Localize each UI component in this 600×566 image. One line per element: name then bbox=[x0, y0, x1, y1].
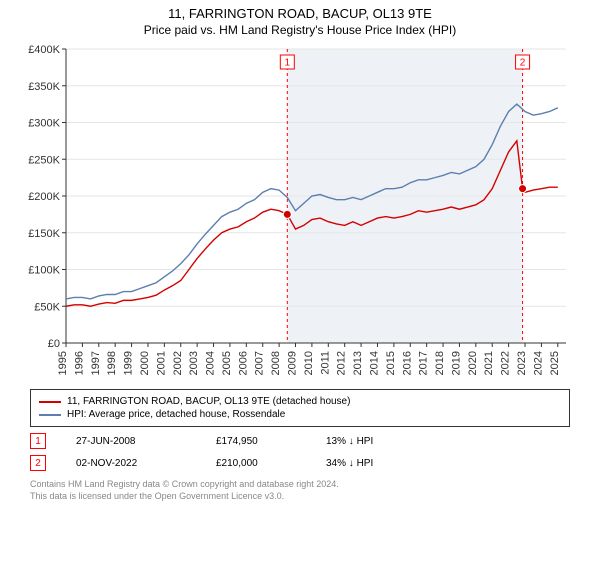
svg-text:£300K: £300K bbox=[28, 118, 60, 130]
svg-text:2: 2 bbox=[520, 58, 526, 69]
sale-badge: 2 bbox=[30, 455, 46, 471]
svg-text:2010: 2010 bbox=[303, 351, 315, 375]
svg-text:2024: 2024 bbox=[532, 351, 544, 375]
svg-text:2025: 2025 bbox=[549, 351, 561, 375]
svg-text:2000: 2000 bbox=[139, 351, 151, 375]
svg-text:1998: 1998 bbox=[106, 351, 118, 375]
svg-text:1: 1 bbox=[285, 58, 291, 69]
legend-swatch bbox=[39, 401, 61, 403]
svg-text:£0: £0 bbox=[48, 338, 60, 350]
svg-text:2021: 2021 bbox=[483, 351, 495, 375]
sale-row: 2 02-NOV-2022 £210,000 34% ↓ HPI bbox=[30, 455, 570, 471]
legend-item: HPI: Average price, detached house, Ross… bbox=[39, 409, 561, 420]
svg-text:£150K: £150K bbox=[28, 228, 60, 240]
svg-text:£250K: £250K bbox=[28, 154, 60, 166]
svg-text:2006: 2006 bbox=[237, 351, 249, 375]
svg-text:£350K: £350K bbox=[28, 81, 60, 93]
svg-text:2011: 2011 bbox=[319, 351, 331, 375]
legend-label: 11, FARRINGTON ROAD, BACUP, OL13 9TE (de… bbox=[67, 396, 350, 407]
svg-text:1996: 1996 bbox=[73, 351, 85, 375]
svg-text:£50K: £50K bbox=[34, 301, 60, 313]
sale-badge: 1 bbox=[30, 433, 46, 449]
svg-text:2022: 2022 bbox=[500, 351, 512, 375]
svg-text:2018: 2018 bbox=[434, 351, 446, 375]
svg-text:1997: 1997 bbox=[90, 351, 102, 375]
footer: Contains HM Land Registry data © Crown c… bbox=[30, 479, 570, 502]
legend-item: 11, FARRINGTON ROAD, BACUP, OL13 9TE (de… bbox=[39, 396, 561, 407]
svg-text:2019: 2019 bbox=[450, 351, 462, 375]
svg-text:2017: 2017 bbox=[418, 351, 430, 375]
svg-text:2015: 2015 bbox=[385, 351, 397, 375]
svg-text:2016: 2016 bbox=[401, 351, 413, 375]
svg-text:2008: 2008 bbox=[270, 351, 282, 375]
svg-text:2014: 2014 bbox=[368, 351, 380, 375]
svg-text:2023: 2023 bbox=[516, 351, 528, 375]
svg-text:2020: 2020 bbox=[467, 351, 479, 375]
svg-text:2013: 2013 bbox=[352, 351, 364, 375]
svg-text:2005: 2005 bbox=[221, 351, 233, 375]
svg-text:£400K: £400K bbox=[28, 44, 60, 56]
footer-line: This data is licensed under the Open Gov… bbox=[30, 491, 570, 503]
svg-text:2007: 2007 bbox=[254, 351, 266, 375]
svg-text:2003: 2003 bbox=[188, 351, 200, 375]
svg-text:1995: 1995 bbox=[57, 351, 69, 375]
sale-delta: 34% ↓ HPI bbox=[326, 458, 373, 469]
svg-text:2001: 2001 bbox=[155, 351, 167, 375]
sale-date: 27-JUN-2008 bbox=[76, 436, 186, 447]
price-chart: £0 £50K £100K £150K £200K £250K £300K £350K £400… bbox=[20, 43, 580, 383]
svg-text:2009: 2009 bbox=[287, 351, 299, 375]
sale-delta: 13% ↓ HPI bbox=[326, 436, 373, 447]
svg-text:£200K: £200K bbox=[28, 191, 60, 203]
svg-text:£100K: £100K bbox=[28, 265, 60, 277]
svg-text:1999: 1999 bbox=[123, 351, 135, 375]
legend-swatch bbox=[39, 414, 61, 416]
legend-label: HPI: Average price, detached house, Ross… bbox=[67, 409, 285, 420]
svg-text:2012: 2012 bbox=[336, 351, 348, 375]
footer-line: Contains HM Land Registry data © Crown c… bbox=[30, 479, 570, 491]
page-title: 11, FARRINGTON ROAD, BACUP, OL13 9TE bbox=[0, 6, 600, 21]
page-subtitle: Price paid vs. HM Land Registry's House … bbox=[0, 23, 600, 37]
svg-text:2002: 2002 bbox=[172, 351, 184, 375]
sale-price: £210,000 bbox=[216, 458, 296, 469]
legend: 11, FARRINGTON ROAD, BACUP, OL13 9TE (de… bbox=[30, 389, 570, 427]
sale-date: 02-NOV-2022 bbox=[76, 458, 186, 469]
svg-text:2004: 2004 bbox=[205, 351, 217, 375]
sale-row: 1 27-JUN-2008 £174,950 13% ↓ HPI bbox=[30, 433, 570, 449]
sale-price: £174,950 bbox=[216, 436, 296, 447]
